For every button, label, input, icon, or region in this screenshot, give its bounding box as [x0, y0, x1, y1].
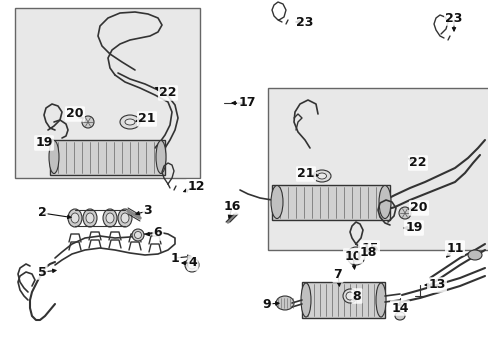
Text: 4: 4: [188, 256, 197, 270]
Text: 13: 13: [427, 279, 445, 292]
Text: 6: 6: [153, 226, 162, 239]
Ellipse shape: [275, 296, 293, 310]
Ellipse shape: [83, 209, 97, 227]
Ellipse shape: [82, 116, 94, 128]
Text: 23: 23: [445, 12, 462, 24]
Text: 19: 19: [35, 136, 53, 149]
Ellipse shape: [398, 207, 410, 219]
Text: 11: 11: [446, 242, 463, 255]
Text: 3: 3: [143, 204, 152, 217]
Bar: [267, 88, 488, 250]
Text: 14: 14: [390, 301, 408, 315]
Text: 5: 5: [38, 265, 46, 279]
Text: 22: 22: [159, 86, 176, 99]
Ellipse shape: [86, 213, 94, 223]
Ellipse shape: [350, 251, 360, 261]
Bar: [50, 140, 164, 175]
Text: 9: 9: [262, 297, 271, 310]
Text: 21: 21: [297, 167, 314, 180]
Bar: [15, 8, 200, 178]
Ellipse shape: [375, 283, 385, 317]
Text: 10: 10: [344, 249, 361, 262]
Ellipse shape: [49, 140, 59, 174]
Ellipse shape: [317, 173, 326, 179]
Ellipse shape: [71, 213, 79, 223]
Text: 15: 15: [361, 242, 378, 255]
Ellipse shape: [125, 119, 135, 125]
Ellipse shape: [106, 213, 114, 223]
Ellipse shape: [134, 231, 141, 238]
Text: 21: 21: [138, 112, 156, 126]
Ellipse shape: [120, 115, 140, 129]
Ellipse shape: [156, 140, 165, 174]
Text: 20: 20: [409, 202, 427, 215]
Ellipse shape: [312, 170, 330, 182]
Ellipse shape: [103, 209, 117, 227]
Ellipse shape: [342, 289, 356, 303]
Text: 19: 19: [405, 221, 422, 234]
Bar: [302, 282, 384, 318]
Bar: [271, 185, 389, 220]
Text: 22: 22: [408, 157, 426, 170]
Text: 1: 1: [170, 252, 179, 265]
Text: 17: 17: [238, 96, 255, 109]
Ellipse shape: [118, 209, 132, 227]
Ellipse shape: [346, 292, 353, 300]
Ellipse shape: [467, 250, 481, 260]
Ellipse shape: [394, 312, 404, 320]
Ellipse shape: [187, 261, 196, 269]
Ellipse shape: [270, 185, 283, 219]
Ellipse shape: [132, 229, 143, 241]
Ellipse shape: [301, 283, 310, 317]
Text: 20: 20: [66, 108, 83, 121]
Text: 23: 23: [296, 15, 313, 28]
Ellipse shape: [378, 185, 390, 219]
Text: 7: 7: [333, 269, 342, 282]
Ellipse shape: [68, 209, 82, 227]
Text: 8: 8: [352, 289, 361, 302]
Text: 12: 12: [187, 180, 204, 193]
Ellipse shape: [121, 213, 129, 223]
Ellipse shape: [346, 247, 364, 265]
Text: 18: 18: [359, 246, 376, 258]
Ellipse shape: [184, 258, 199, 272]
Text: 16: 16: [223, 201, 240, 213]
Text: 2: 2: [38, 207, 46, 220]
